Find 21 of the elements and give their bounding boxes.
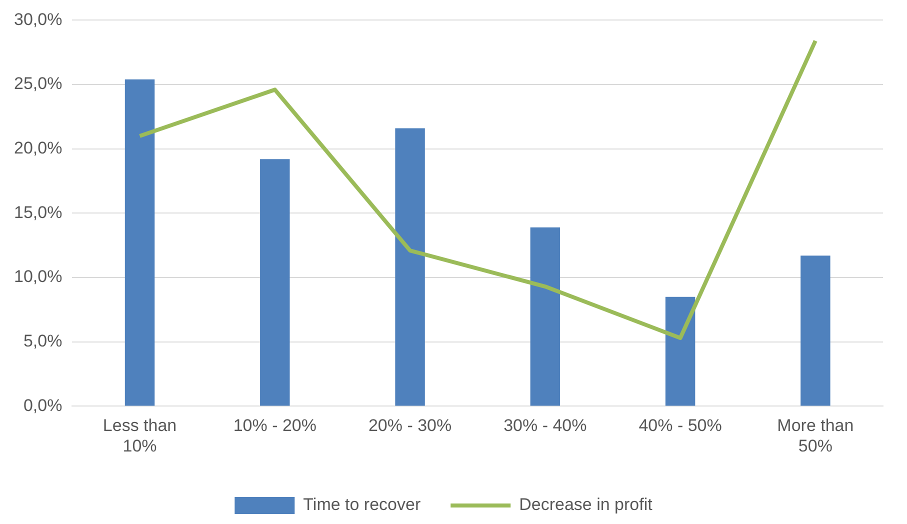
legend-label: Decrease in profit bbox=[519, 495, 653, 514]
bar bbox=[395, 128, 425, 406]
bar bbox=[665, 296, 696, 406]
legend-label: Time to recover bbox=[303, 495, 421, 514]
bar bbox=[800, 256, 830, 406]
x-tick-label: More than 50% bbox=[777, 416, 854, 456]
x-tick-label: 10% - 20% bbox=[233, 416, 316, 436]
y-tick-label: 30,0% bbox=[14, 10, 62, 29]
y-tick-label: 15,0% bbox=[14, 202, 62, 222]
bar bbox=[530, 227, 560, 406]
x-tick-label: 40% - 50% bbox=[638, 416, 722, 436]
bar bbox=[260, 159, 290, 406]
x-tick-label: 30% - 40% bbox=[504, 416, 587, 436]
bar bbox=[124, 79, 155, 406]
x-tick-label: 20% - 30% bbox=[368, 416, 452, 436]
y-tick-label: 10,0% bbox=[14, 267, 62, 286]
y-tick-label: 25,0% bbox=[14, 74, 62, 94]
y-tick-label: 0,0% bbox=[23, 396, 62, 415]
y-tick-label: 20,0% bbox=[14, 138, 62, 158]
y-tick-label: 5,0% bbox=[23, 332, 62, 351]
x-tick-label: Less than 10% bbox=[102, 416, 177, 456]
